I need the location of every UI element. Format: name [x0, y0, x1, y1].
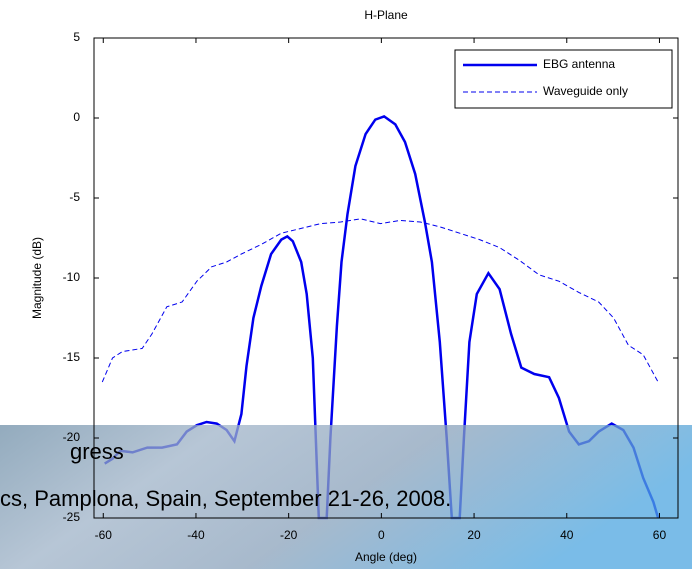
- legend: EBG antenna Waveguide only: [454, 49, 673, 109]
- y-tick-label: 5: [73, 30, 80, 44]
- x-tick-label: 0: [378, 528, 385, 542]
- x-tick-label: -20: [280, 528, 298, 542]
- x-tick-label: 60: [653, 528, 667, 542]
- y-tick-label: 0: [73, 110, 80, 124]
- legend-label: EBG antenna: [543, 57, 615, 71]
- background-text: gress: [70, 439, 124, 464]
- x-tick-label: -60: [95, 528, 113, 542]
- background-photo: [0, 425, 692, 569]
- chart-title: H-Plane: [364, 8, 408, 22]
- y-tick-label: -5: [69, 190, 80, 204]
- legend-label: Waveguide only: [543, 84, 628, 98]
- y-tick-label: -15: [63, 350, 81, 364]
- x-tick-label: 40: [560, 528, 574, 542]
- y-tick-label: -25: [63, 510, 81, 524]
- x-tick-label: 20: [467, 528, 481, 542]
- y-tick-label: -10: [63, 270, 81, 284]
- legend-box: [454, 49, 673, 109]
- y-axis-label: Magnitude (dB): [30, 237, 44, 319]
- y-tick-label: -20: [63, 430, 81, 444]
- line-series: [101, 218, 659, 383]
- x-tick-label: -40: [187, 528, 205, 542]
- x-axis-label: Angle (deg): [355, 550, 417, 564]
- background-text: cs, Pamplona, Spain, September 21-26, 20…: [0, 486, 451, 511]
